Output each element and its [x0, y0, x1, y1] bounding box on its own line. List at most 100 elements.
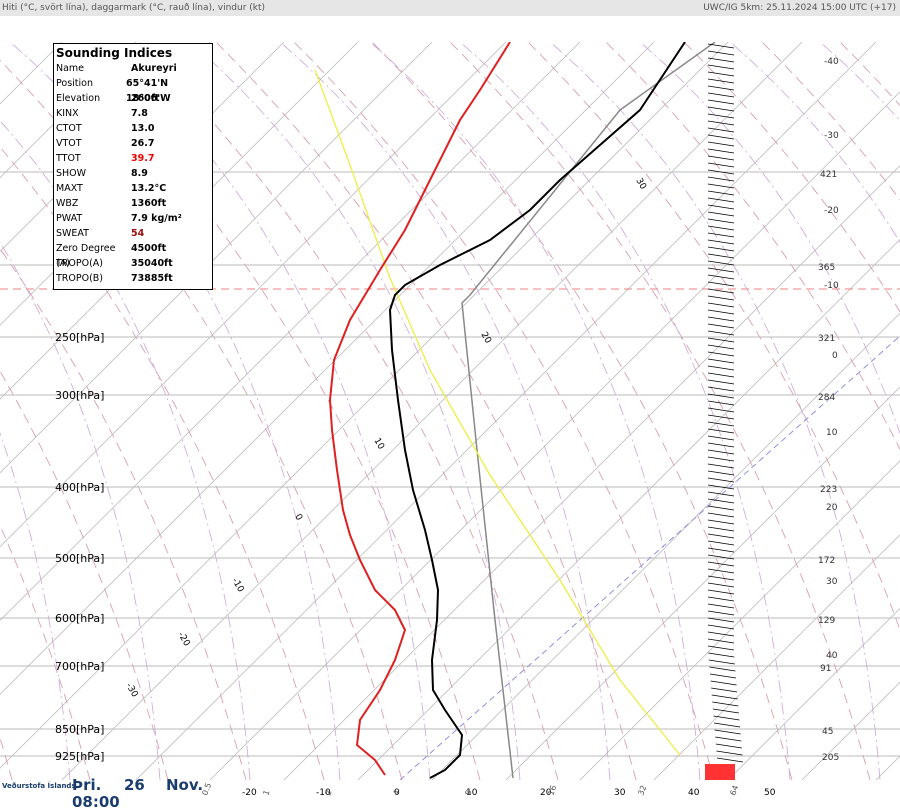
index-name: Elevation [56, 93, 101, 104]
pressure-label: 250[hPa] [55, 331, 104, 344]
indices-row: TTOT 39.7 [56, 151, 210, 166]
index-name: PWAT [56, 213, 83, 224]
wind-barb-staff [716, 757, 744, 763]
wind-barb-staff [711, 694, 738, 700]
wind-barb-staff [707, 540, 735, 546]
dry-adiabat [683, 42, 900, 313]
wind-barb-staff [707, 64, 735, 70]
wind-barb-staff [707, 456, 735, 462]
wind-barb-staff [707, 414, 735, 420]
isotherm-label: 0 [292, 513, 304, 523]
wind-barb-staff [707, 449, 735, 455]
pressure-label: 500[hPa] [55, 552, 104, 565]
wind-barb-staff [707, 610, 735, 616]
wind-barb-staff [707, 176, 735, 182]
wind-barb-staff [707, 505, 735, 511]
wind-barb-staff [707, 260, 735, 266]
wind-barb-staff [707, 575, 735, 581]
moist-adiabat [459, 42, 791, 780]
indices-row: TROPO(A) 35040ft [56, 256, 210, 271]
isotherm [135, 42, 877, 780]
index-name: Name [56, 63, 85, 74]
index-value: 73885ft [131, 273, 173, 284]
wind-barb-staff [707, 211, 735, 217]
wind-barb-staff [714, 729, 741, 735]
isotherm [283, 165, 900, 780]
index-value: 8.9 [131, 168, 148, 179]
index-name: TTOT [56, 153, 81, 164]
right-label: 0 [832, 351, 838, 361]
dry-adiabat [0, 524, 91, 780]
right-label: -10 [824, 281, 839, 291]
right-label: 321 [818, 334, 835, 344]
index-name: SWEAT [56, 228, 89, 239]
indices-row: MAXT 13.2°C [56, 181, 210, 196]
wind-barb-staff [707, 323, 735, 329]
wind-barb-staff [712, 701, 739, 707]
indices-row: SHOW 8.9 [56, 166, 210, 181]
pressure-label: 600[hPa] [55, 612, 104, 625]
wind-barb-staff [707, 141, 735, 147]
header: Hiti (°C, svört lína), daggarmark (°C, r… [0, 0, 900, 16]
wind-barb-staff [707, 113, 735, 119]
dry-adiabat [0, 146, 325, 780]
wind-barb-staff [708, 652, 735, 658]
parcel-curve [461, 42, 716, 779]
wind-barb-staff [707, 85, 735, 91]
dry-adiabat [839, 42, 900, 107]
wind-barb-staff [707, 43, 735, 49]
wind-barb-staff [707, 351, 735, 357]
right-label: -40 [824, 57, 839, 67]
mixing-label: 64 [728, 784, 740, 797]
temperature-label: 0 [394, 788, 400, 798]
wind-barb-staff [707, 561, 735, 567]
right-label: 129 [818, 616, 835, 626]
isotherm [0, 42, 359, 400]
index-value: 4500ft [131, 243, 167, 254]
isotherm [0, 42, 507, 548]
wind-barb-staff [707, 134, 735, 140]
temperature-label: 10 [466, 788, 478, 798]
right-label: 45 [822, 727, 833, 737]
wind-barb-staff [707, 372, 735, 378]
dry-adiabat [449, 42, 871, 780]
wind-barb-staff [707, 197, 735, 203]
time: 08:00 [72, 793, 120, 811]
dry-adiabat [605, 42, 900, 451]
wind-barb-staff [707, 337, 735, 343]
temperature-label: 20 [540, 788, 552, 798]
right-label: 30 [826, 577, 838, 587]
wind-barb-staff [716, 750, 743, 756]
mixing-label: 4 [391, 789, 401, 797]
wind-barb-staff [707, 274, 735, 280]
dry-adiabat [527, 42, 900, 632]
wind-barb-staff [713, 715, 740, 721]
wind-barb-staff [707, 554, 735, 560]
moist-adiabat [369, 42, 701, 780]
surface-wind [705, 764, 735, 780]
dry-adiabat [215, 42, 637, 780]
index-name: TROPO(A) [56, 258, 103, 269]
wind-barb-staff [707, 288, 735, 294]
right-label: 40 [826, 651, 838, 661]
wind-barb-staff [709, 673, 737, 679]
wind-barb-staff [707, 365, 735, 371]
right-label: 91 [820, 664, 831, 674]
moist-adiabat [0, 120, 251, 780]
wind-barb-staff [707, 463, 735, 469]
wind-barb-staff [707, 428, 735, 434]
moist-adiabat [0, 241, 161, 780]
index-name: TROPO(B) [56, 273, 104, 284]
wind-barb-staff [707, 106, 735, 112]
wind-barb-staff [707, 267, 735, 273]
wind-barb-staff [714, 722, 741, 728]
index-name: MAXT [56, 183, 83, 194]
moist-adiabat [549, 42, 881, 780]
isotherm [209, 91, 900, 780]
index-name: Position [56, 78, 93, 89]
header-right: UWC/IG 5km: 25.11.2024 15:00 UTC (+17) [703, 3, 896, 13]
wind-barb-staff [707, 302, 735, 308]
logo: Veðurstofa Íslands [2, 782, 76, 790]
wind-barb-staff [707, 190, 735, 196]
wind-barb-staff [709, 666, 736, 672]
